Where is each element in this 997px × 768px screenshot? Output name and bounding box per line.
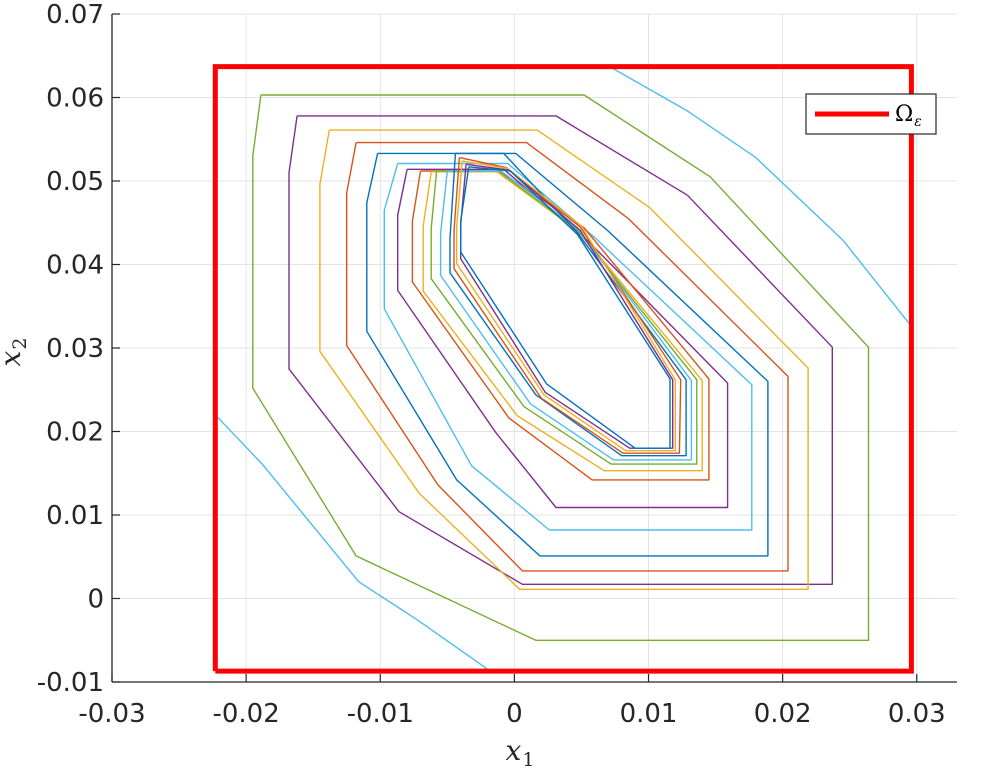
- x-tick-label: 0.02: [754, 699, 812, 729]
- y-tick-label: -0.01: [37, 668, 104, 698]
- contour-line-12: [430, 170, 698, 465]
- y-axis-label-sub: 2: [9, 338, 31, 350]
- x-tick-label: -0.02: [212, 699, 279, 729]
- contour-line-1: [609, 65, 912, 327]
- contour-line-3: [252, 94, 870, 641]
- y-tick-label: 0.01: [46, 501, 104, 531]
- x-tick-label: -0.03: [78, 699, 145, 729]
- axes: [111, 13, 957, 683]
- region-layer: [212, 64, 914, 674]
- y-axis-label-base: x: [0, 350, 27, 366]
- y-tick-label: 0.03: [46, 334, 104, 364]
- y-tick-label: 0.05: [46, 167, 104, 197]
- contour-line-14: [449, 152, 687, 457]
- y-tick-label: 0.02: [46, 418, 104, 448]
- y-tick-label: 0: [87, 585, 104, 615]
- contour-line-11: [422, 171, 703, 472]
- contour-line-18: [460, 166, 671, 449]
- contour-line-16: [456, 160, 676, 452]
- x-tick-label: 0.03: [888, 699, 946, 729]
- y-tick-label: 0.07: [46, 0, 104, 30]
- legend-entry-sub: ε: [914, 114, 922, 130]
- contour-line-4: [288, 115, 833, 585]
- x-tick-label: 0.01: [620, 699, 678, 729]
- y-axis-label: x2: [0, 338, 31, 367]
- contour-line-2: [214, 414, 491, 672]
- legend-entry-base: Ω: [895, 102, 913, 127]
- omega-epsilon-region: [212, 64, 914, 674]
- contour-line-10: [411, 170, 710, 481]
- y-tick-label: 0.04: [46, 251, 104, 281]
- x-axis-label-base: x: [506, 734, 522, 767]
- contour-line-13: [439, 170, 693, 461]
- contour-line-5: [319, 129, 809, 590]
- x-tick-label: -0.01: [347, 699, 414, 729]
- contour-line-8: [383, 162, 753, 531]
- x-axis-label: x1: [506, 734, 535, 768]
- contour-line-15: [453, 156, 682, 454]
- tick-labels: -0.03 -0.02 -0.01 0 0.01 0.02 0.03 -0.01 0 0.01 0.…: [37, 0, 946, 729]
- legend-entry-omega: Ωε: [895, 102, 922, 130]
- x-axis-label-sub: 1: [522, 749, 534, 768]
- x-tick-label: 0: [506, 699, 523, 729]
- contour-line-6: [346, 141, 789, 572]
- contour-series-layer: [214, 65, 912, 672]
- y-tick-label: 0.06: [46, 84, 104, 114]
- contour-line-7: [366, 152, 769, 557]
- legend: Ωε: [805, 93, 937, 135]
